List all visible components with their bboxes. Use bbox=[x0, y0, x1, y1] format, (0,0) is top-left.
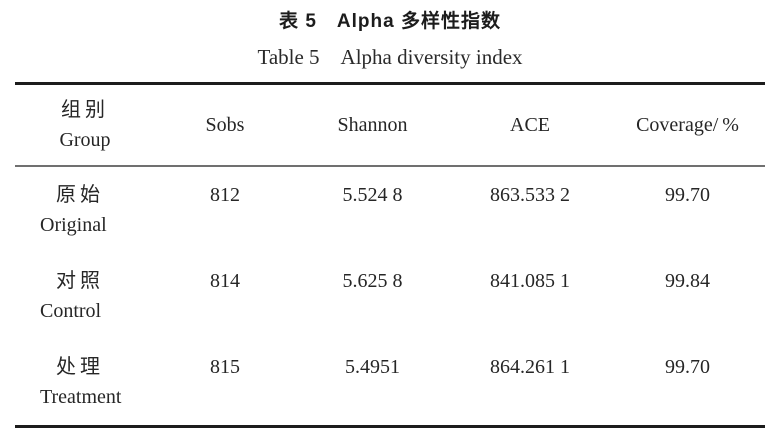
row-group-cell: 原始 Original bbox=[15, 167, 155, 253]
table-bottom-rule bbox=[15, 425, 765, 428]
row-shannon-value: 5.524 8 bbox=[342, 184, 403, 206]
row-group-zh: 处理 bbox=[56, 356, 104, 378]
table-header-rule bbox=[15, 165, 765, 167]
alpha-diversity-table: 组别 Group Sobs Shannon ACE Coverage/ % 原始… bbox=[15, 82, 765, 428]
header-cell-group: 组别 Group bbox=[15, 95, 155, 155]
table-top-rule bbox=[15, 82, 765, 85]
row-group-en: Control bbox=[40, 300, 102, 322]
header-cell-shannon: Shannon bbox=[337, 114, 408, 136]
row-ace-value: 863.533 2 bbox=[490, 184, 570, 206]
header-cell-ace: ACE bbox=[510, 114, 550, 136]
table-row: 原始 Original 812 5.524 8 863.533 2 99.70 bbox=[15, 167, 765, 253]
row-group-en: Original bbox=[40, 214, 107, 236]
table-header-row: 组别 Group Sobs Shannon ACE Coverage/ % bbox=[15, 85, 765, 165]
row-shannon-value: 5.4951 bbox=[345, 356, 400, 378]
row-group-cell: 对照 Control bbox=[15, 253, 155, 339]
row-ace-value: 841.085 1 bbox=[490, 270, 570, 292]
header-cell-sobs: Sobs bbox=[205, 114, 245, 136]
row-shannon-value: 5.625 8 bbox=[342, 270, 403, 292]
header-cell-coverage: Coverage/ % bbox=[636, 114, 739, 136]
row-sobs-value: 812 bbox=[210, 184, 240, 206]
row-ace-value: 864.261 1 bbox=[490, 356, 570, 378]
table-row: 对照 Control 814 5.625 8 841.085 1 99.84 bbox=[15, 253, 765, 339]
row-sobs-value: 814 bbox=[210, 270, 240, 292]
table-row: 处理 Treatment 815 5.4951 864.261 1 99.70 bbox=[15, 339, 765, 425]
table-caption-zh: 表 5 Alpha 多样性指数 bbox=[279, 11, 501, 32]
row-group-zh: 对照 bbox=[56, 270, 104, 292]
header-group-zh: 组别 bbox=[61, 99, 109, 121]
row-group-en: Treatment bbox=[40, 386, 122, 408]
row-coverage-value: 99.70 bbox=[665, 356, 710, 378]
row-group-cell: 处理 Treatment bbox=[15, 339, 155, 425]
row-coverage-value: 99.70 bbox=[665, 184, 710, 206]
row-group-zh: 原始 bbox=[56, 184, 104, 206]
header-group-en: Group bbox=[59, 129, 111, 151]
table-caption-en: Table 5 Alpha diversity index bbox=[257, 45, 523, 69]
row-sobs-value: 815 bbox=[210, 356, 240, 378]
row-coverage-value: 99.84 bbox=[665, 270, 710, 292]
